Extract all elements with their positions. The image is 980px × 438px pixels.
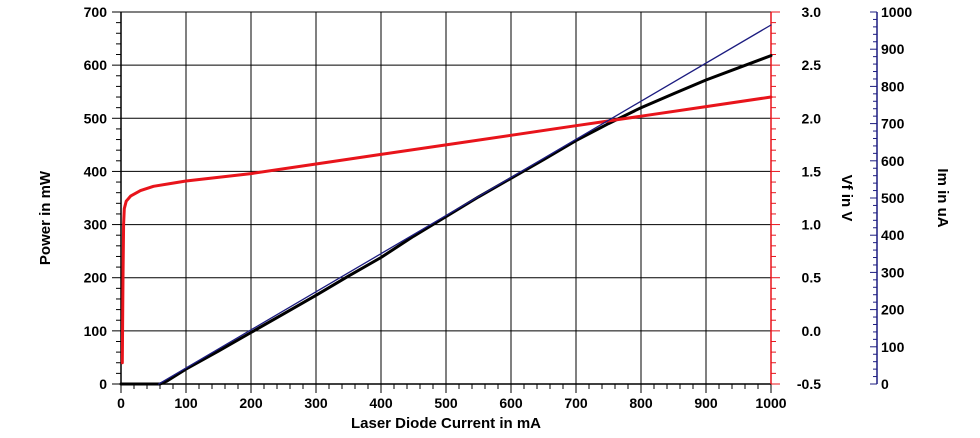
tick-labels: 0 100 200 300 400 500 600 700 0 100 200 300 400 500 60… xyxy=(84,4,913,411)
axes xyxy=(112,11,878,393)
y-tick-label-vf: 1.0 xyxy=(802,217,822,233)
y-tick-label-power: 400 xyxy=(84,163,108,179)
y-tick-label-power: 300 xyxy=(84,217,108,233)
y-axis-title-power: Power in mW xyxy=(37,170,54,265)
y-axis-title-im: Im in uA xyxy=(934,168,951,227)
x-tick-label: 600 xyxy=(499,395,523,411)
y-tick-label-power: 100 xyxy=(84,323,108,339)
y-tick-label-vf: 2.5 xyxy=(802,57,822,73)
series-line-power xyxy=(119,54,773,386)
y-tick-label-im: 700 xyxy=(881,116,905,132)
y-tick-label-im: 0 xyxy=(881,376,889,392)
y-tick-label-power: 700 xyxy=(84,4,108,20)
x-tick-label: 500 xyxy=(434,395,458,411)
x-tick-label: 0 xyxy=(117,395,125,411)
x-tick-label: 700 xyxy=(564,395,588,411)
y-tick-label-im: 400 xyxy=(881,227,905,243)
y-tick-label-power: 600 xyxy=(84,57,108,73)
x-tick-label: 800 xyxy=(629,395,653,411)
y-tick-label-power: 200 xyxy=(84,270,108,286)
y-tick-label-vf: 1.5 xyxy=(802,163,822,179)
x-tick-label: 100 xyxy=(174,395,198,411)
y-tick-label-im: 800 xyxy=(881,78,905,94)
y-tick-label-im: 300 xyxy=(881,264,905,280)
y-tick-label-vf: 3.0 xyxy=(802,4,822,20)
y-tick-label-im: 600 xyxy=(881,153,905,169)
y-tick-label-vf: 2.0 xyxy=(802,110,822,126)
x-tick-label: 300 xyxy=(304,395,328,411)
y-axis-title-vf: Vf in V xyxy=(838,175,855,222)
y-tick-label-vf: 0.0 xyxy=(802,323,822,339)
x-tick-label: 900 xyxy=(694,395,718,411)
y-tick-label-im: 100 xyxy=(881,339,905,355)
y-tick-label-power: 0 xyxy=(99,376,107,392)
y-tick-label-vf: 0.5 xyxy=(802,270,822,286)
x-tick-label: 400 xyxy=(369,395,393,411)
grid xyxy=(121,11,771,384)
x-tick-label: 1000 xyxy=(755,395,786,411)
x-tick-label: 200 xyxy=(239,395,263,411)
series-line-vf xyxy=(120,95,773,365)
y-tick-label-im: 1000 xyxy=(881,4,912,20)
y-tick-label-im: 900 xyxy=(881,41,905,57)
series-line-im xyxy=(158,24,772,385)
y-tick-label-power: 500 xyxy=(84,110,108,126)
y-tick-label-vf: -0.5 xyxy=(797,376,821,392)
x-axis-title: Laser Diode Current in mA xyxy=(351,415,541,432)
y-tick-label-im: 500 xyxy=(881,190,905,206)
series-group xyxy=(119,24,773,386)
y-tick-label-im: 200 xyxy=(881,302,905,318)
